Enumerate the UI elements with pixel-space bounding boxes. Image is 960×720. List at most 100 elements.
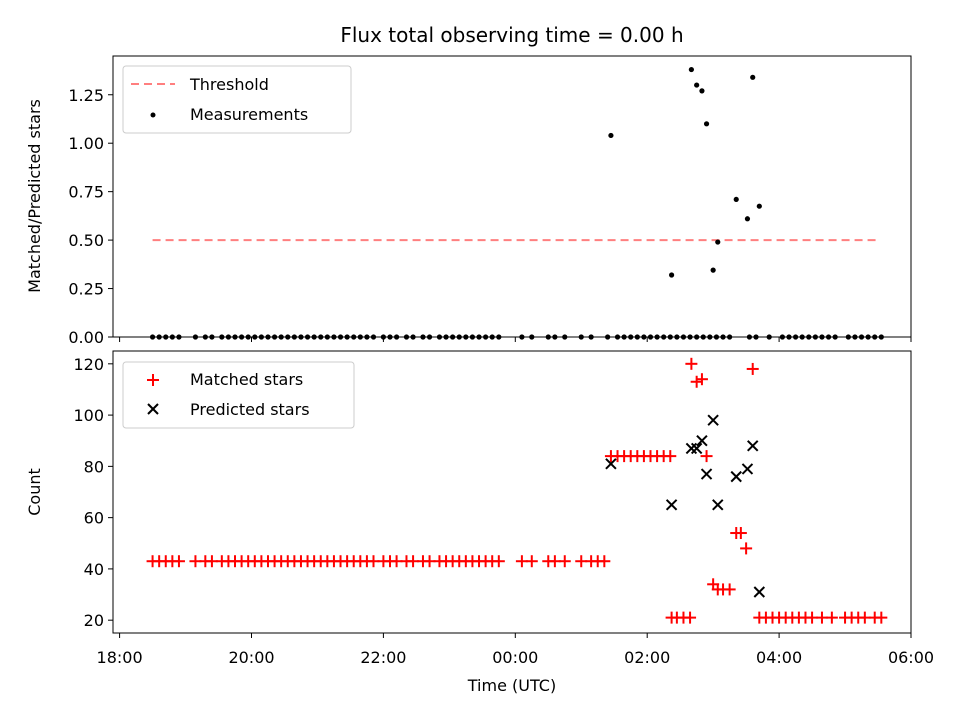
measurement-point bbox=[337, 334, 344, 340]
measurement-point bbox=[258, 334, 264, 340]
matched-star-points bbox=[146, 357, 888, 624]
measurement-point bbox=[324, 334, 330, 340]
measurement-point bbox=[674, 334, 680, 340]
measurement-point bbox=[669, 272, 675, 278]
measurement-point bbox=[720, 334, 726, 340]
measurement-point bbox=[496, 334, 502, 340]
matched-star-point bbox=[558, 555, 571, 568]
legend-predicted-label: Predicted stars bbox=[190, 400, 310, 419]
measurement-point bbox=[806, 334, 812, 340]
measurement-point bbox=[351, 334, 357, 340]
measurement-point bbox=[357, 334, 363, 340]
measurement-point bbox=[628, 334, 634, 340]
measurement-point bbox=[756, 203, 762, 209]
bottom-xtick-label: 02:00 bbox=[624, 648, 670, 667]
measurement-point bbox=[380, 334, 386, 340]
predicted-star-point bbox=[707, 414, 719, 426]
measurement-point bbox=[750, 74, 756, 80]
measurement-point bbox=[608, 132, 614, 139]
measurement-point bbox=[370, 334, 377, 340]
top-ylabel: Matched/Predicted stars bbox=[25, 99, 44, 293]
measurement-point bbox=[463, 334, 469, 340]
measurement-point bbox=[239, 334, 245, 340]
predicted-star-point bbox=[665, 499, 678, 511]
measurement-point bbox=[727, 334, 733, 340]
measurement-point bbox=[245, 334, 251, 340]
matched-star-point bbox=[492, 555, 505, 568]
top-legend-box bbox=[122, 65, 352, 134]
top-x-ticks bbox=[119, 337, 912, 342]
legend-matched-label: Matched stars bbox=[190, 370, 303, 389]
measurement-point bbox=[285, 334, 291, 340]
measurement-point bbox=[694, 82, 700, 88]
measurement-point bbox=[192, 334, 199, 340]
measurement-point bbox=[858, 334, 865, 340]
measurement-point bbox=[529, 334, 535, 340]
measurement-point bbox=[331, 334, 337, 340]
matched-star-point bbox=[740, 542, 753, 555]
measurement-point bbox=[252, 334, 258, 340]
top-ytick-label: 0.75 bbox=[68, 183, 104, 202]
measurement-point bbox=[450, 334, 456, 340]
measurement-point bbox=[578, 334, 584, 340]
measurement-point bbox=[209, 334, 215, 340]
measurement-point bbox=[753, 334, 759, 340]
measurement-point bbox=[344, 334, 350, 340]
predicted-star-point bbox=[741, 463, 754, 475]
predicted-star-point bbox=[690, 442, 703, 455]
bottom-legend: Matched stars Predicted stars bbox=[122, 361, 355, 429]
measurement-point bbox=[469, 334, 476, 340]
measurement-point bbox=[519, 334, 525, 340]
measurement-point bbox=[621, 334, 627, 340]
matched-star-point bbox=[695, 373, 708, 386]
measurement-point bbox=[654, 334, 660, 340]
measurement-points bbox=[149, 66, 884, 340]
top-ytick-label: 1.25 bbox=[68, 86, 104, 105]
predicted-star-point bbox=[747, 440, 759, 452]
measurement-point bbox=[872, 334, 878, 340]
predicted-star-point bbox=[712, 499, 724, 511]
matched-star-point bbox=[700, 450, 713, 463]
measurement-point bbox=[766, 334, 772, 340]
measurement-point bbox=[169, 334, 175, 340]
legend-measurements-swatch bbox=[150, 112, 156, 118]
measurement-point bbox=[545, 334, 551, 340]
top-ytick-label: 0.00 bbox=[68, 328, 104, 347]
predicted-star-point bbox=[605, 458, 617, 470]
measurement-point bbox=[426, 334, 433, 340]
measurement-point bbox=[476, 334, 482, 340]
measurement-point bbox=[225, 334, 232, 340]
matched-star-point bbox=[734, 527, 747, 540]
bottom-ytick-label: 40 bbox=[84, 560, 104, 579]
legend-threshold-label: Threshold bbox=[189, 75, 269, 94]
matched-star-point bbox=[825, 611, 838, 624]
measurement-point bbox=[710, 267, 716, 273]
bottom-ytick-label: 120 bbox=[73, 355, 104, 374]
measurement-point bbox=[878, 334, 884, 340]
measurement-point bbox=[318, 334, 324, 340]
measurement-point bbox=[588, 334, 594, 340]
measurement-point bbox=[552, 334, 558, 340]
bottom-ytick-label: 100 bbox=[73, 406, 104, 425]
measurement-point bbox=[219, 334, 225, 340]
matched-star-point bbox=[598, 555, 611, 568]
measurement-point bbox=[667, 334, 673, 340]
bottom-ytick-label: 20 bbox=[84, 611, 104, 630]
measurement-point bbox=[733, 196, 739, 203]
bottom-panel: Count Time (UTC) 20 40 60 80 100 120 18:00 20:… bbox=[25, 350, 934, 695]
measurement-point bbox=[786, 334, 792, 340]
bottom-ytick-label: 60 bbox=[84, 509, 104, 528]
measurement-point bbox=[291, 334, 297, 340]
predicted-star-point bbox=[753, 586, 766, 598]
bottom-xtick-label: 18:00 bbox=[97, 648, 143, 667]
measurement-point bbox=[779, 334, 785, 340]
measurement-point bbox=[680, 334, 687, 340]
measurement-point bbox=[163, 334, 169, 340]
measurement-point bbox=[647, 334, 654, 340]
bottom-xtick-label: 04:00 bbox=[756, 648, 802, 667]
matched-star-point bbox=[723, 583, 736, 596]
measurement-point bbox=[202, 334, 208, 340]
matched-star-point bbox=[746, 362, 759, 375]
measurement-point bbox=[865, 334, 871, 340]
